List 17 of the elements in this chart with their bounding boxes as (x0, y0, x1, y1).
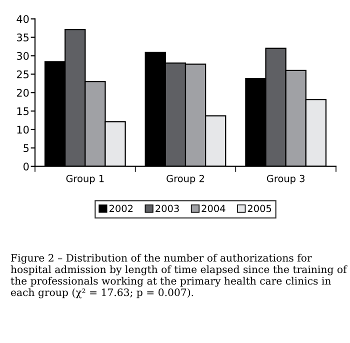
x-tick-label: Group 1 (66, 174, 104, 184)
y-tick-label: 15 (17, 107, 29, 116)
legend-label: 2005 (248, 204, 272, 212)
y-tick-label: 10 (17, 126, 29, 134)
y-tick-label: 25 (16, 70, 29, 78)
y-tick-label: 30 (16, 52, 29, 60)
legend-label: 2003 (156, 204, 179, 212)
caption: Figure 2 – Distribution of the number of authorizations for hospital admission by length of time elapsed since the training of the professionals working at the primary health care clinics in each group (χ² = 17.63; p = 0.007). (10, 254, 348, 298)
y-tick-label: 35 (16, 34, 29, 42)
x-tick-label: Group 2 (166, 174, 204, 184)
x-tick-label: Group 3 (266, 174, 304, 184)
legend-label: 2004 (202, 204, 226, 212)
y-tick-label: 0 (24, 162, 29, 170)
y-tick-label: 40 (16, 15, 29, 23)
y-tick-label: 20 (16, 88, 29, 97)
y-tick-label: 5 (24, 144, 29, 152)
legend-label: 2002 (110, 204, 133, 212)
